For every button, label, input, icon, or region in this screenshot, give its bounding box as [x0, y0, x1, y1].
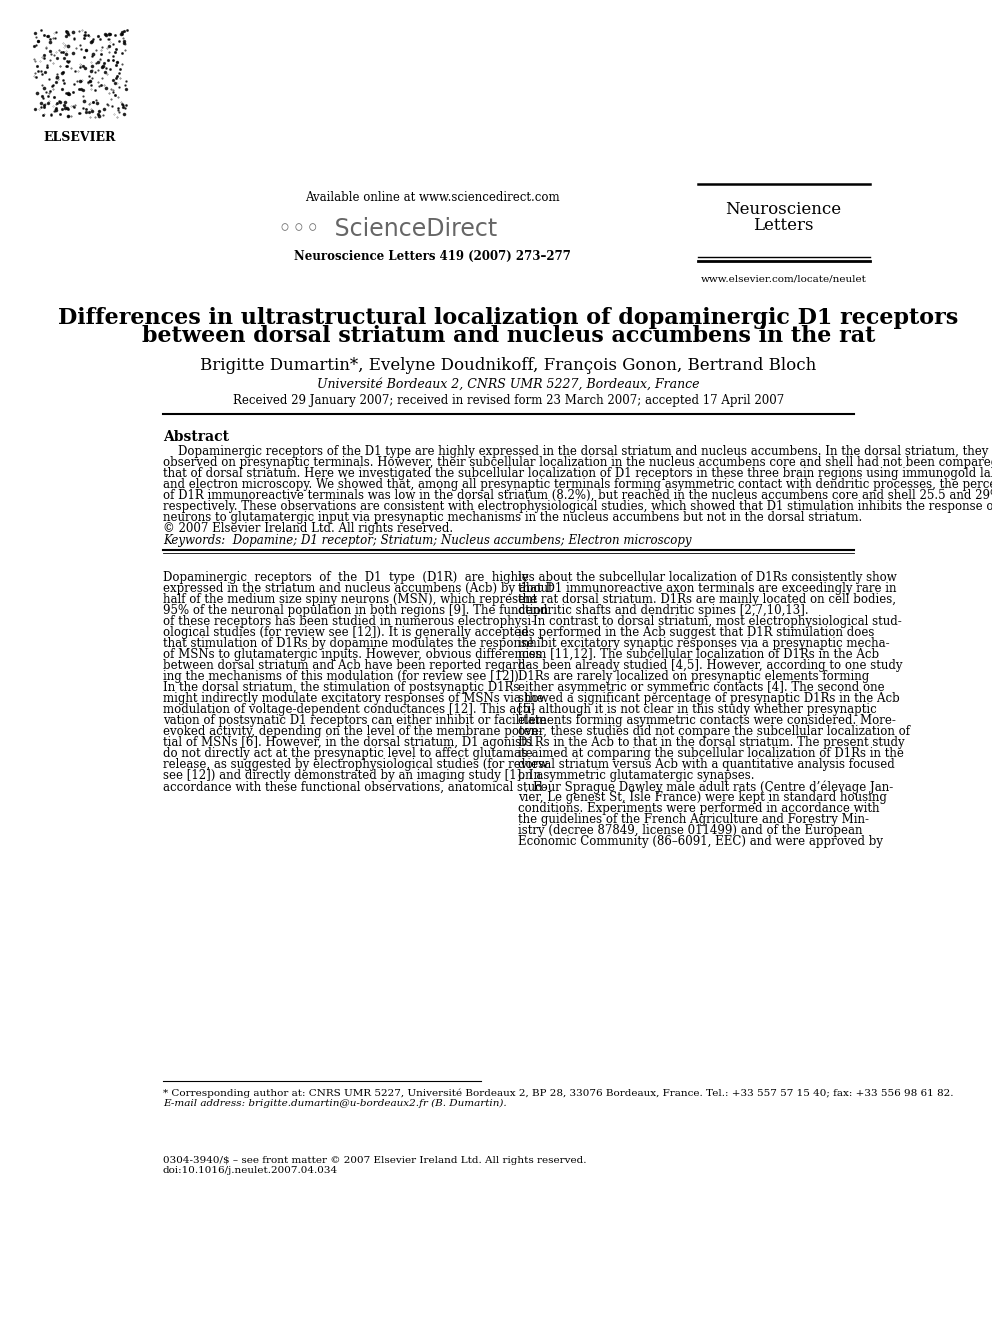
- Text: E-mail address: brigitte.dumartin@u-bordeaux2.fr (B. Dumartin).: E-mail address: brigitte.dumartin@u-bord…: [163, 1099, 506, 1109]
- Text: Dopaminergic receptors of the D1 type are highly expressed in the dorsal striatu: Dopaminergic receptors of the D1 type ar…: [163, 446, 992, 458]
- Text: dorsal striatum versus Acb with a quantitative analysis focused: dorsal striatum versus Acb with a quanti…: [518, 758, 895, 771]
- Text: ological studies (for review see [12]). It is generally accepted: ological studies (for review see [12]). …: [163, 626, 529, 639]
- Text: In contrast to dorsal striatum, most electrophysiological stud-: In contrast to dorsal striatum, most ele…: [518, 615, 902, 628]
- Text: between dorsal striatum and Acb have been reported regard-: between dorsal striatum and Acb have bee…: [163, 659, 529, 672]
- Text: dendritic shafts and dendritic spines [2,7,10,13].: dendritic shafts and dendritic spines [2…: [518, 605, 808, 618]
- Text: showed a significant percentage of presynaptic D1Rs in the Acb: showed a significant percentage of presy…: [518, 692, 900, 705]
- Text: that stimulation of D1Rs by dopamine modulates the response: that stimulation of D1Rs by dopamine mod…: [163, 638, 534, 650]
- Text: ies about the subcellular localization of D1Rs consistently show: ies about the subcellular localization o…: [518, 572, 897, 585]
- Text: ELSEVIER: ELSEVIER: [44, 131, 116, 144]
- Text: on asymmetric glutamatergic synapses.: on asymmetric glutamatergic synapses.: [518, 770, 754, 782]
- Text: of these receptors has been studied in numerous electrophysi-: of these receptors has been studied in n…: [163, 615, 535, 628]
- Text: expressed in the striatum and nucleus accumbens (Acb) by about: expressed in the striatum and nucleus ac…: [163, 582, 553, 595]
- Text: vation of postsynatic D1 receptors can either inhibit or facilitate: vation of postsynatic D1 receptors can e…: [163, 714, 547, 728]
- Text: Differences in ultrastructural localization of dopaminergic D1 receptors: Differences in ultrastructural localizat…: [59, 307, 958, 329]
- Text: ◦◦◦  ScienceDirect: ◦◦◦ ScienceDirect: [278, 217, 497, 241]
- Text: and electron microscopy. We showed that, among all presynaptic terminals forming: and electron microscopy. We showed that,…: [163, 478, 992, 491]
- Text: 95% of the neuronal population in both regions [9]. The function: 95% of the neuronal population in both r…: [163, 605, 548, 618]
- Text: doi:10.1016/j.neulet.2007.04.034: doi:10.1016/j.neulet.2007.04.034: [163, 1166, 338, 1175]
- Text: www.elsevier.com/locate/neulet: www.elsevier.com/locate/neulet: [700, 274, 866, 283]
- Text: of D1R immunoreactive terminals was low in the dorsal striatum (8.2%), but reach: of D1R immunoreactive terminals was low …: [163, 490, 992, 501]
- Text: Letters: Letters: [753, 217, 813, 234]
- Text: Available online at www.sciencedirect.com: Available online at www.sciencedirect.co…: [306, 191, 559, 204]
- Text: Université Bordeaux 2, CNRS UMR 5227, Bordeaux, France: Université Bordeaux 2, CNRS UMR 5227, Bo…: [317, 378, 699, 392]
- Text: nism [11,12]. The subcellular localization of D1Rs in the Acb: nism [11,12]. The subcellular localizati…: [518, 648, 879, 662]
- Text: the rat dorsal striatum. D1Rs are mainly located on cell bodies,: the rat dorsal striatum. D1Rs are mainly…: [518, 593, 896, 606]
- Text: Economic Community (86–6091, EEC) and were approved by: Economic Community (86–6091, EEC) and we…: [518, 835, 883, 848]
- Text: [5] although it is not clear in this study whether presynaptic: [5] although it is not clear in this stu…: [518, 704, 877, 716]
- Text: tial of MSNs [6]. However, in the dorsal striatum, D1 agonists: tial of MSNs [6]. However, in the dorsal…: [163, 737, 532, 749]
- Text: conditions. Experiments were performed in accordance with: conditions. Experiments were performed i…: [518, 803, 879, 815]
- Text: * Corresponding author at: CNRS UMR 5227, Université Bordeaux 2, BP 28, 33076 Bo: * Corresponding author at: CNRS UMR 5227…: [163, 1089, 953, 1098]
- Text: see [12]) and directly demonstrated by an imaging study [1]. In: see [12]) and directly demonstrated by a…: [163, 770, 541, 782]
- Text: Keywords:  Dopamine; D1 receptor; Striatum; Nucleus accumbens; Electron microsco: Keywords: Dopamine; D1 receptor; Striatu…: [163, 534, 691, 548]
- Text: is aimed at comparing the subcellular localization of D1Rs in the: is aimed at comparing the subcellular lo…: [518, 747, 904, 761]
- Text: Four Sprague Dawley male adult rats (Centre d’élevage Jan-: Four Sprague Dawley male adult rats (Cen…: [518, 781, 893, 794]
- Text: the guidelines of the French Agriculture and Forestry Min-: the guidelines of the French Agriculture…: [518, 814, 869, 827]
- Text: do not directly act at the presynaptic level to affect glutamate: do not directly act at the presynaptic l…: [163, 747, 533, 761]
- Text: that D1 immunoreactive axon terminals are exceedingly rare in: that D1 immunoreactive axon terminals ar…: [518, 582, 896, 595]
- Text: of MSNs to glutamatergic inputs. However, obvious differences: of MSNs to glutamatergic inputs. However…: [163, 648, 542, 662]
- Text: Neuroscience Letters 419 (2007) 273–277: Neuroscience Letters 419 (2007) 273–277: [294, 250, 570, 263]
- Text: over, these studies did not compare the subcellular localization of: over, these studies did not compare the …: [518, 725, 910, 738]
- Text: In the dorsal striatum, the stimulation of postsynaptic D1Rs: In the dorsal striatum, the stimulation …: [163, 681, 519, 695]
- Text: Neuroscience: Neuroscience: [725, 201, 841, 218]
- Text: evoked activity, depending on the level of the membrane poten-: evoked activity, depending on the level …: [163, 725, 542, 738]
- Text: observed on presynaptic terminals. However, their subcellular localization in th: observed on presynaptic terminals. Howev…: [163, 456, 992, 470]
- Text: vier, Le genest St, Isle France) were kept in standard housing: vier, Le genest St, Isle France) were ke…: [518, 791, 887, 804]
- Text: D1Rs are rarely localized on presynaptic elements forming: D1Rs are rarely localized on presynaptic…: [518, 671, 869, 683]
- Text: release, as suggested by electrophysiological studies (for review: release, as suggested by electrophysiolo…: [163, 758, 548, 771]
- Text: D1Rs in the Acb to that in the dorsal striatum. The present study: D1Rs in the Acb to that in the dorsal st…: [518, 737, 905, 749]
- Text: 0304-3940/$ – see front matter © 2007 Elsevier Ireland Ltd. All rights reserved.: 0304-3940/$ – see front matter © 2007 El…: [163, 1156, 586, 1166]
- Text: ing the mechanisms of this modulation (for review see [12]).: ing the mechanisms of this modulation (f…: [163, 671, 522, 683]
- Text: might indirectly modulate excitatory responses of MSNs via the: might indirectly modulate excitatory res…: [163, 692, 544, 705]
- Text: Dopaminergic  receptors  of  the  D1  type  (D1R)  are  highly: Dopaminergic receptors of the D1 type (D…: [163, 572, 529, 585]
- Text: between dorsal striatum and nucleus accumbens in the rat: between dorsal striatum and nucleus accu…: [142, 325, 875, 347]
- Text: ies performed in the Acb suggest that D1R stimulation does: ies performed in the Acb suggest that D1…: [518, 626, 874, 639]
- Text: has been already studied [4,5]. However, according to one study: has been already studied [4,5]. However,…: [518, 659, 902, 672]
- Text: neurons to glutamatergic input via presynaptic mechanisms in the nucleus accumbe: neurons to glutamatergic input via presy…: [163, 511, 862, 524]
- Text: Brigitte Dumartin*, Evelyne Doudnikoff, François Gonon, Bertrand Bloch: Brigitte Dumartin*, Evelyne Doudnikoff, …: [200, 357, 816, 374]
- Text: that of dorsal striatum. Here we investigated the subcellular localization of D1: that of dorsal striatum. Here we investi…: [163, 467, 992, 480]
- Text: Abstract: Abstract: [163, 430, 229, 443]
- Text: accordance with these functional observations, anatomical stud-: accordance with these functional observa…: [163, 781, 547, 794]
- Text: modulation of voltage-dependent conductances [12]. This acti-: modulation of voltage-dependent conducta…: [163, 704, 535, 716]
- Text: half of the medium size spiny neurons (MSN), which represent: half of the medium size spiny neurons (M…: [163, 593, 537, 606]
- Text: inhibit excitatory synaptic responses via a presynaptic mecha-: inhibit excitatory synaptic responses vi…: [518, 638, 889, 650]
- Text: either asymmetric or symmetric contacts [4]. The second one: either asymmetric or symmetric contacts …: [518, 681, 884, 695]
- Text: elements forming asymmetric contacts were considered. More-: elements forming asymmetric contacts wer…: [518, 714, 896, 728]
- Text: © 2007 Elsevier Ireland Ltd. All rights reserved.: © 2007 Elsevier Ireland Ltd. All rights …: [163, 521, 453, 534]
- Text: istry (decree 87849, license 011499) and of the European: istry (decree 87849, license 011499) and…: [518, 824, 862, 837]
- Text: respectively. These observations are consistent with electrophysiological studie: respectively. These observations are con…: [163, 500, 992, 513]
- Text: Received 29 January 2007; received in revised form 23 March 2007; accepted 17 Ap: Received 29 January 2007; received in re…: [233, 394, 784, 407]
